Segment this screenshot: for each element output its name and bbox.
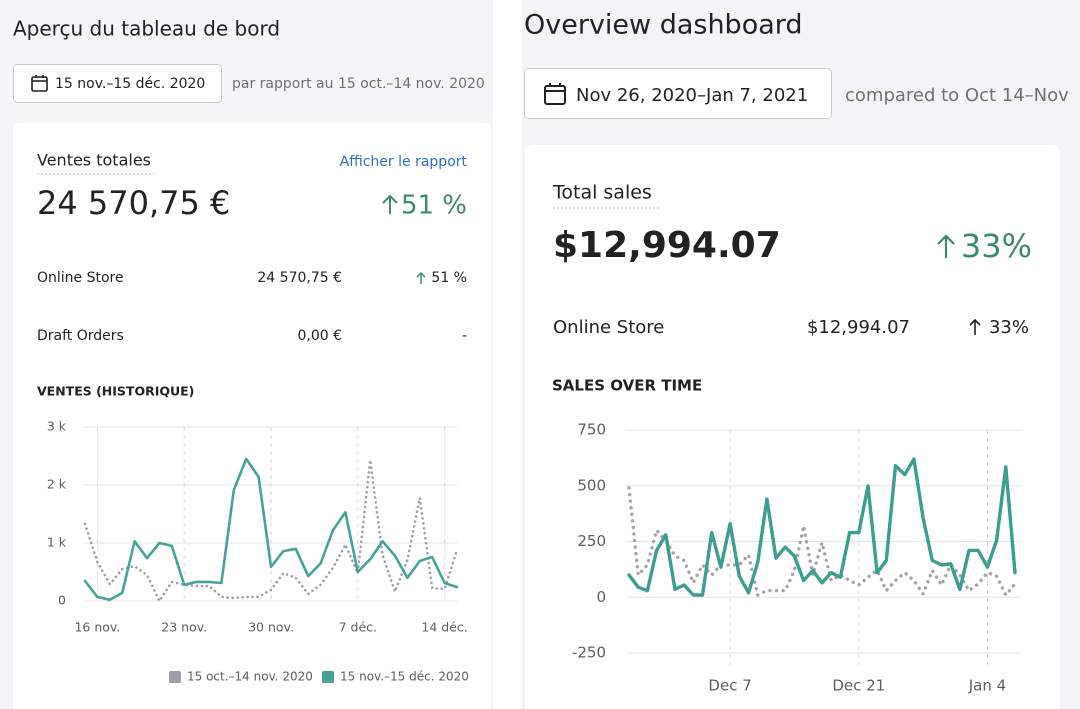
page-title: Aperçu du tableau de bord [13,17,280,41]
page-title: Overview dashboard [524,10,803,41]
up-arrow [382,194,398,214]
change: 51 % [401,191,467,221]
calendar-icon [544,83,566,105]
date-range[interactable]: 15 nov.–15 déc. 2020 [55,76,205,92]
row-name: Draft Orders [37,328,124,344]
report-link[interactable]: Afficher le rapport [340,154,468,170]
calendar-icon [31,75,48,92]
row-name: Online Store [553,317,664,338]
legend-label: 15 nov.–15 déc. 2020 [340,670,469,684]
card-title: Ventes totales [37,151,151,170]
comparison: compared to Oct 14–Nov [845,85,1069,106]
x-tick-label: 30 nov. [248,620,294,635]
row-change: 51 % [431,270,467,286]
x-tick-label: 16 nov. [74,620,120,635]
total: 24 570,75 € [37,184,230,222]
row-change: 33% [989,317,1029,338]
y-tick-label: 0 [58,593,66,608]
series-line [627,457,1017,597]
card [525,145,1060,709]
legend-label: 15 oct.–14 nov. 2020 [187,670,313,684]
x-tick-label: 14 déc. [421,620,467,635]
x-tick-label: Dec 21 [832,677,885,695]
card-title: Total sales [552,182,652,204]
row-value: $12,994.07 [807,317,910,338]
x-tick-label: 7 déc. [339,620,377,635]
legend-swatch [322,671,334,683]
up-arrow [416,272,426,284]
date-range[interactable]: Nov 26, 2020–Jan 7, 2021 [576,85,808,106]
y-tick-label: 250 [577,532,606,550]
x-tick-label: Dec 7 [708,677,751,695]
y-tick-label: 500 [577,476,606,494]
date-button[interactable] [524,68,832,119]
y-tick-label: 750 [577,421,606,439]
y-tick-label: 0 [596,588,606,606]
series-line [83,458,459,603]
up-arrow [937,234,955,258]
card [13,123,491,709]
row-value: 24 570,75 € [257,270,342,286]
change: 33% [961,227,1032,265]
y-tick-label: -250 [572,644,606,662]
date-button[interactable] [13,64,222,103]
chart-title: SALES OVER TIME [552,377,702,395]
series-line [83,457,459,602]
x-tick-label: Jan 4 [968,677,1006,695]
y-tick-label: 3 k [47,419,67,434]
x-tick-label: 23 nov. [161,620,207,635]
row-change: - [462,328,467,344]
comparison: par rapport au 15 oct.–14 nov. 2020 [232,76,485,92]
row-value: 0,00 € [297,328,342,344]
chart-title: VENTES (HISTORIQUE) [37,384,194,399]
up-arrow [969,318,981,335]
row-name: Online Store [37,270,124,286]
legend-swatch [169,671,181,683]
y-tick-label: 1 k [47,535,67,550]
total: $12,994.07 [553,225,781,266]
y-tick-label: 2 k [47,477,67,492]
